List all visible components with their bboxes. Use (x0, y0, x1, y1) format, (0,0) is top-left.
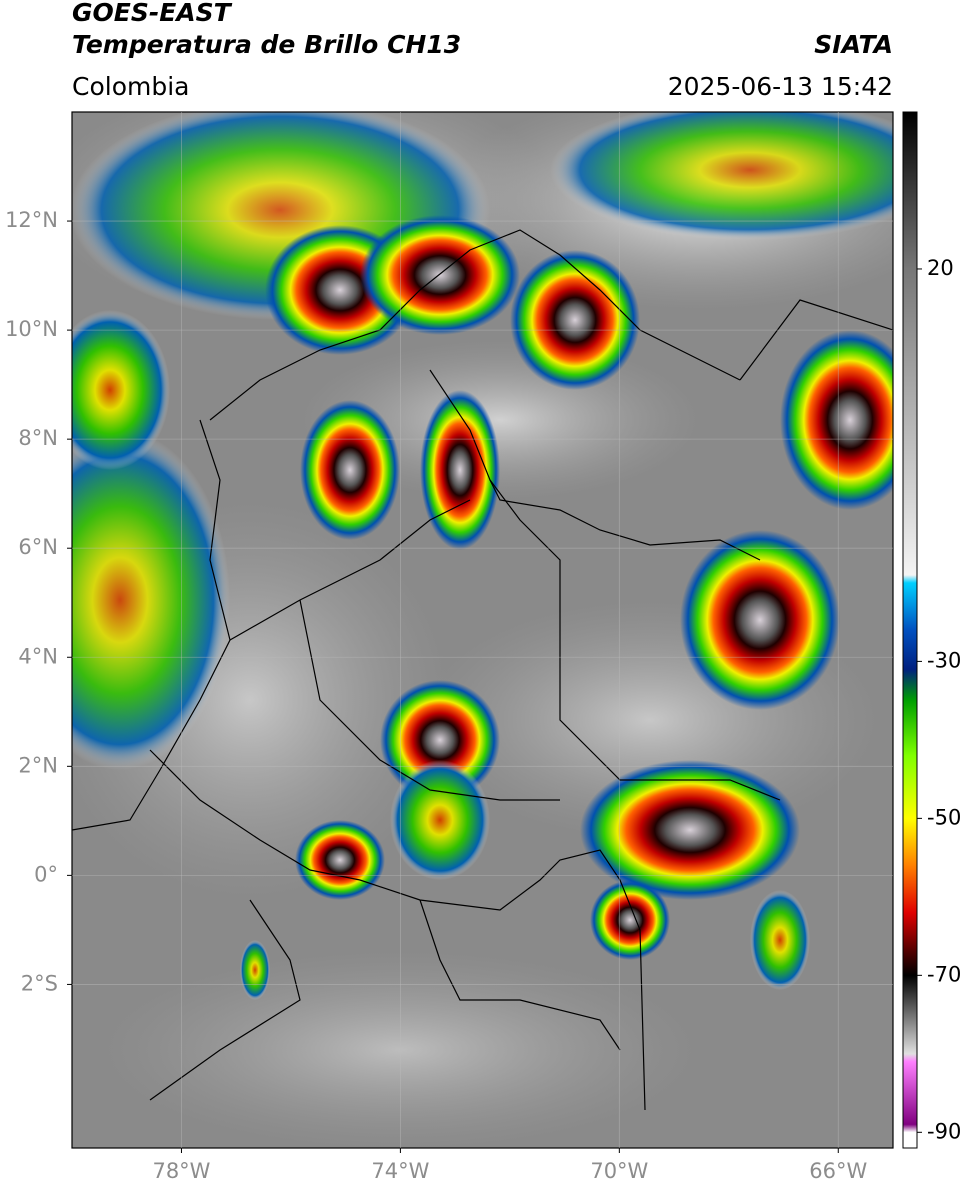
colorbar-tick-label: -90 (927, 1119, 961, 1143)
colorbar-tick-label: -30 (927, 648, 961, 672)
datetime: 2025-06-13 15:42 (668, 72, 893, 101)
colorbar-frame (902, 111, 918, 1149)
y-tick-label: 4°N (18, 644, 58, 668)
x-tick-label: 78°W (152, 1159, 210, 1183)
x-tick-label: 70°W (590, 1159, 648, 1183)
x-tick-label: 74°W (371, 1159, 429, 1183)
x-tick-label: 66°W (809, 1159, 867, 1183)
colorbar-tick-label: -50 (927, 805, 961, 829)
y-tick-label: 2°S (21, 971, 58, 995)
source: SIATA (814, 30, 893, 59)
y-tick-label: 8°N (18, 426, 58, 450)
satellite-image (72, 112, 893, 1148)
colorbar-tick-label: -70 (927, 962, 961, 986)
subtitle: Temperatura de Brillo CH13 (72, 30, 461, 59)
colorbar-tick-label: 20 (927, 256, 954, 280)
region: Colombia (72, 72, 189, 101)
y-tick-label: 12°N (5, 208, 58, 232)
colorbar (903, 112, 917, 1148)
y-tick-label: 6°N (18, 535, 58, 559)
y-tick-label: 0° (34, 862, 58, 886)
y-tick-label: 2°N (18, 753, 58, 777)
title: GOES-EAST (72, 0, 233, 27)
map-frame (71, 111, 894, 1149)
y-tick-label: 10°N (5, 317, 58, 341)
